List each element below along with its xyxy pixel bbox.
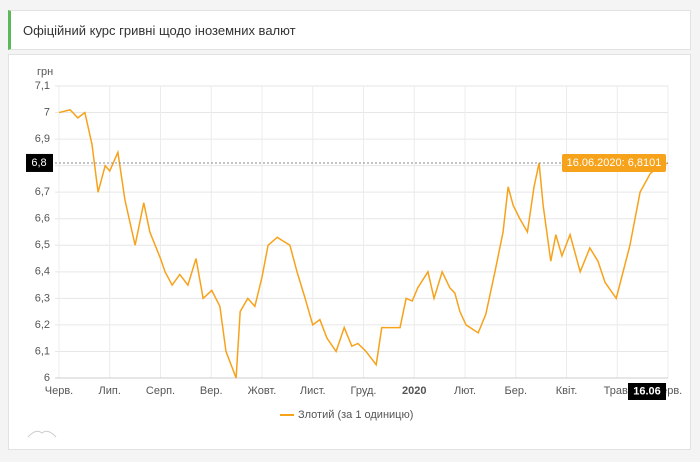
chart-panel bbox=[8, 54, 691, 450]
y-tick-label: 6,5 bbox=[35, 239, 50, 251]
data-line bbox=[58, 109, 669, 379]
header: Офіційний курс гривні щодо іноземних вал… bbox=[8, 10, 691, 50]
x-tick-label: Трав. bbox=[604, 385, 631, 397]
x-tick-label: Серп. bbox=[146, 385, 175, 397]
y-tick-label: 6,1 bbox=[35, 345, 50, 357]
y-crosshair-box bbox=[26, 153, 53, 172]
y-tick-label: 6,9 bbox=[35, 133, 50, 145]
x-crosshair-box bbox=[628, 383, 666, 400]
navigator-icon bbox=[27, 430, 57, 438]
y-tick-label: 6,4 bbox=[35, 266, 50, 278]
y-tick-label: 6 bbox=[44, 372, 50, 384]
x-tick-label: Вер. bbox=[200, 385, 223, 397]
y-crosshair-label: 6,8 bbox=[31, 157, 46, 169]
legend-label: Злотий (за 1 одиницю) bbox=[298, 409, 413, 421]
x-tick-label: Бер. bbox=[504, 385, 527, 397]
x-crosshair-label: 16.06 bbox=[633, 385, 661, 397]
x-tick-label: Лист. bbox=[300, 385, 326, 397]
y-tick-label: 7 bbox=[44, 106, 50, 118]
tooltip-box bbox=[562, 153, 666, 172]
y-tick-label: 7,1 bbox=[35, 80, 50, 92]
header-title: Офіційний курс гривні щодо іноземних вал… bbox=[23, 23, 296, 38]
x-tick-label: Груд. bbox=[351, 385, 377, 397]
x-tick-label: Лют. bbox=[454, 385, 476, 397]
x-tick-label: Черв. bbox=[45, 385, 73, 397]
y-axis-title: грн bbox=[37, 66, 53, 78]
y-tick-label: 6,6 bbox=[35, 213, 50, 225]
y-tick-label: 6,2 bbox=[35, 319, 50, 331]
x-tick-label: Лип. bbox=[99, 385, 121, 397]
y-tick-label: 6,7 bbox=[35, 186, 50, 198]
tooltip-text: 16.06.2020: 6,8101 bbox=[567, 157, 662, 169]
x-tick-label: Квіт. bbox=[556, 385, 578, 397]
y-tick-label: 6,3 bbox=[35, 292, 50, 304]
x-tick-label: 2020 bbox=[402, 385, 426, 397]
x-tick-label: Жовт. bbox=[248, 385, 277, 397]
